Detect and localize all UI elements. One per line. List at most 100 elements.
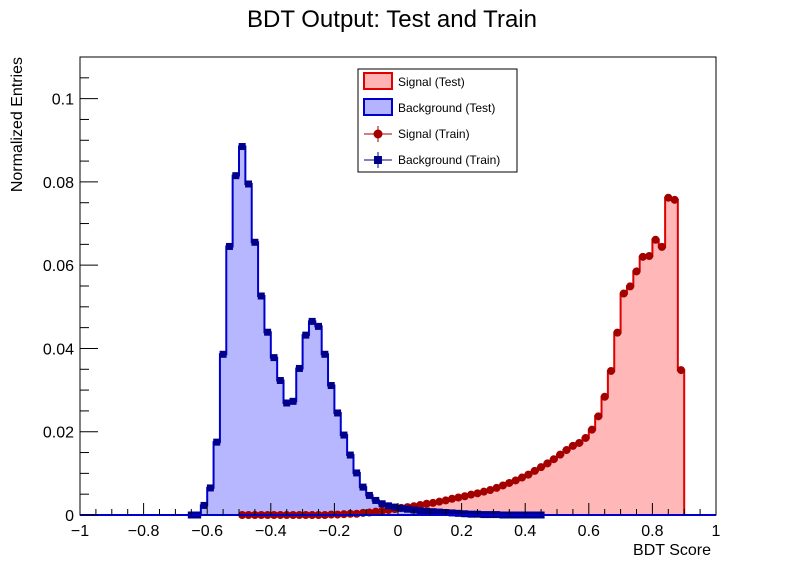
signal-train-point bbox=[543, 459, 552, 468]
background-train-point bbox=[225, 242, 233, 250]
background-train-point bbox=[213, 438, 221, 446]
background-train-point bbox=[397, 504, 405, 512]
signal-train-point bbox=[626, 282, 635, 291]
background-train-point bbox=[245, 180, 253, 188]
signal-train-point bbox=[651, 235, 660, 244]
signal-train-point bbox=[556, 450, 565, 459]
signal-train-point bbox=[670, 195, 679, 204]
x-tick-label: 1 bbox=[712, 523, 721, 540]
signal-train-point bbox=[486, 486, 495, 495]
background-train-point bbox=[429, 508, 437, 516]
legend-label-background-test: Background (Test) bbox=[398, 101, 495, 115]
background-train-point bbox=[384, 502, 392, 510]
legend-entry-background-test: Background (Test) bbox=[363, 98, 495, 116]
background-train-point bbox=[302, 331, 310, 339]
background-train-point bbox=[435, 508, 443, 516]
background-train-point bbox=[359, 483, 367, 491]
signal-train-point bbox=[467, 490, 476, 499]
background-train-point bbox=[264, 328, 272, 336]
y-tick-label: 0.08 bbox=[43, 175, 74, 192]
background-train-point bbox=[251, 238, 259, 246]
background-train-point bbox=[283, 399, 291, 407]
x-tick-label: −0.6 bbox=[191, 523, 223, 540]
x-tick-label: −0.8 bbox=[128, 523, 160, 540]
background-train-point bbox=[257, 292, 265, 300]
signal-test-fill bbox=[80, 197, 716, 516]
background-train-point bbox=[378, 500, 386, 508]
background-train-point bbox=[404, 505, 412, 513]
signal-train-point bbox=[511, 476, 520, 485]
chart-title: BDT Output: Test and Train bbox=[247, 6, 537, 33]
signal-train-point bbox=[524, 470, 533, 479]
signal-train-point bbox=[473, 489, 482, 498]
signal-train-point bbox=[575, 438, 584, 447]
background-train-point bbox=[340, 431, 348, 439]
background-train-point bbox=[448, 509, 456, 517]
signal-train-point bbox=[549, 455, 558, 464]
y-tick-label: 0.06 bbox=[43, 258, 74, 275]
background-train-point bbox=[334, 409, 342, 417]
signal-train-point bbox=[632, 267, 641, 276]
background-train-point bbox=[327, 382, 335, 390]
y-tick-label: 0 bbox=[65, 508, 74, 525]
background-train-point bbox=[270, 354, 278, 362]
background-train-point bbox=[315, 322, 322, 330]
background-test-fill bbox=[80, 146, 716, 515]
legend: Signal (Test) Background (Test) Signal (… bbox=[357, 68, 518, 173]
background-train-point bbox=[289, 397, 297, 405]
signal-train-point bbox=[441, 496, 450, 505]
y-axis-label: Normalized Entries bbox=[9, 57, 26, 192]
legend-entry-signal-train: Signal (Train) bbox=[364, 126, 470, 142]
signal-train-point bbox=[530, 466, 539, 475]
x-tick-label: 0.6 bbox=[578, 523, 600, 540]
signal-train-point bbox=[638, 252, 647, 261]
signal-train-point bbox=[587, 425, 596, 434]
background-train-point bbox=[276, 377, 284, 385]
signal-train-point bbox=[581, 433, 590, 442]
signal-train-point bbox=[435, 497, 444, 506]
background-train-point bbox=[365, 491, 373, 499]
signal-train-point bbox=[518, 473, 527, 482]
background-train-point bbox=[308, 317, 316, 325]
background-train-point bbox=[238, 143, 246, 151]
x-tick-label: 0.4 bbox=[514, 523, 536, 540]
y-tick-label: 0.02 bbox=[43, 425, 74, 442]
signal-train-point bbox=[619, 289, 628, 298]
signal-train-point bbox=[664, 193, 673, 202]
signal-train-point bbox=[645, 252, 654, 261]
signal-train-point bbox=[568, 441, 577, 450]
background-train-point bbox=[391, 503, 399, 511]
background-train-point bbox=[416, 507, 424, 515]
signal-train-point bbox=[594, 412, 603, 421]
signal-train-point bbox=[607, 366, 616, 375]
axes-layer: −1 −0.8 −0.6 −0.4 −0.2 0 0.2 0.4 0.6 0.8 1 0 0.02 0.0… bbox=[43, 56, 721, 540]
background-train-point bbox=[295, 364, 303, 372]
signal-train-point bbox=[460, 492, 469, 501]
signal-train-point bbox=[562, 446, 571, 455]
signal-train-point bbox=[479, 487, 488, 496]
x-tick-label: −1 bbox=[71, 523, 89, 540]
x-tick-label: 0.8 bbox=[641, 523, 663, 540]
signal-train-point bbox=[505, 478, 514, 487]
signal-train-point bbox=[498, 481, 507, 490]
signal-train-point bbox=[537, 463, 546, 472]
background-train-marker bbox=[374, 156, 382, 164]
legend-entry-background-train: Background (Train) bbox=[364, 152, 500, 168]
signal-train-point bbox=[657, 242, 666, 251]
signal-train-point bbox=[600, 392, 609, 401]
background-train-point bbox=[353, 469, 361, 477]
signal-train-point bbox=[422, 499, 431, 508]
signal-train-point bbox=[613, 328, 622, 337]
legend-label-signal-test: Signal (Test) bbox=[398, 75, 465, 89]
y-tick-label: 0.04 bbox=[43, 341, 74, 358]
background-train-point bbox=[206, 484, 214, 492]
signal-train-point bbox=[371, 507, 380, 516]
signal-train-point bbox=[428, 498, 437, 507]
legend-entry-signal-test: Signal (Test) bbox=[363, 72, 465, 90]
background-train-point bbox=[321, 350, 329, 358]
background-train-point bbox=[372, 496, 380, 504]
x-tick-label: 0 bbox=[394, 523, 403, 540]
background-test-swatch bbox=[363, 98, 393, 116]
background-train-point bbox=[232, 172, 240, 180]
